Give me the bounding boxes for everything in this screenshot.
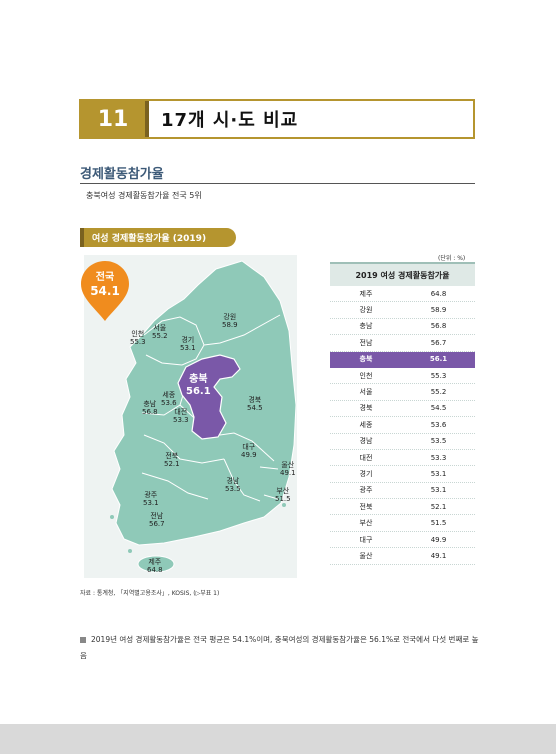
label-gwangju: 광주 53.1	[143, 491, 159, 507]
table-title: 2019 여성 경제활동참가율	[330, 262, 475, 286]
source-note: 자료 : 통계청, 「지역별고용조사」, KOSIS, (▷부표 1)	[80, 590, 220, 597]
table-cell-region: 충북	[359, 355, 373, 364]
chapter-number: 11	[81, 101, 145, 137]
table-row: 인천 55.3	[330, 368, 475, 385]
table-cell-value: 53.1	[430, 469, 447, 478]
label-daegu: 대구 49.9	[241, 443, 257, 459]
label-gyeongbuk: 경북 54.5	[247, 396, 263, 412]
table-cell-value: 49.9	[430, 535, 447, 544]
table-cell-value: 53.5	[430, 437, 447, 446]
bullet-text: 2019년 여성 경제활동참가율은 전국 평균은 54.1%이며, 충북여성의 …	[80, 635, 479, 660]
table-cell-region: 경남	[359, 437, 373, 446]
jeju-shape	[137, 555, 175, 573]
table-cell-region: 경북	[359, 404, 373, 413]
table-cell-region: 대전	[359, 453, 373, 462]
bullet-square-icon	[80, 637, 86, 643]
label-gyeonggi: 경기 53.1	[180, 336, 196, 352]
table-cell-value: 53.3	[430, 453, 447, 462]
table-cell-value: 64.8	[430, 289, 447, 298]
table-row: 서울 55.2	[330, 384, 475, 401]
label-chungnam: 충남 56.8	[142, 400, 158, 416]
label-gyeongnam: 경남 53.5	[225, 477, 241, 493]
label-gangwon: 강원 58.9	[222, 313, 238, 329]
table-row: 대구 49.9	[330, 532, 475, 549]
label-seoul: 서울 55.2	[152, 324, 168, 340]
label-jeju: 제주 64.8	[147, 558, 163, 574]
korea-map	[110, 260, 297, 573]
table-unit: (단위 : %)	[438, 255, 466, 262]
national-badge	[81, 261, 129, 321]
label-busan: 부산 51.5	[275, 487, 291, 503]
table-cell-value: 55.2	[430, 388, 447, 397]
table-row: 충북 56.1	[330, 351, 475, 368]
table-row: 제주 64.8	[330, 286, 475, 303]
table-cell-region: 제주	[359, 289, 373, 298]
document-page: 11 17개 시·도 비교 경제활동참가율 충북여성 경제활동참가율 전국 5위…	[79, 99, 480, 664]
table-row: 강원 58.9	[330, 302, 475, 319]
label-sejong: 세종 53.6	[161, 391, 177, 407]
table-cell-value: 56.1	[429, 355, 448, 364]
table-cell-region: 대구	[359, 535, 373, 544]
label-incheon: 인천 55.3	[130, 330, 146, 346]
national-value: 54.1	[90, 284, 120, 298]
table-cell-value: 58.9	[430, 306, 447, 315]
label-daejeon: 대전 53.3	[173, 408, 189, 424]
table-cell-region: 세종	[359, 420, 373, 429]
table-cell-region: 전남	[359, 338, 373, 347]
table-row: 충남 56.8	[330, 319, 475, 336]
table-row: 경기 53.1	[330, 466, 475, 483]
table-row: 경남 53.5	[330, 434, 475, 450]
label-jeonbuk: 전북 52.1	[164, 452, 180, 468]
national-label: 전국	[95, 272, 115, 283]
island-1	[128, 549, 132, 553]
table-cell-region: 전북	[359, 502, 373, 511]
section-subtitle: 충북여성 경제활동참가율 전국 5위	[86, 191, 202, 200]
table-cell-region: 부산	[359, 519, 373, 528]
table-cell-region: 강원	[359, 306, 373, 315]
chapter-title: 17개 시·도 비교	[161, 110, 299, 131]
figure-label: 여성 경제활동참가율 (2019)	[80, 228, 236, 247]
table-cell-region: 인천	[359, 371, 373, 380]
island-3	[282, 503, 286, 507]
table-row: 부산 51.5	[330, 515, 475, 532]
label-chungbuk: 충북 56.1	[186, 374, 211, 397]
ranking-table: 2019 여성 경제활동참가율 제주 64.8 강원 58.9 충남 56.8 전남 56.7…	[330, 262, 475, 565]
table-row: 세종 53.6	[330, 417, 475, 434]
table-cell-region: 광주	[359, 486, 373, 495]
island-2	[110, 515, 114, 519]
table-body: 제주 64.8 강원 58.9 충남 56.8 전남 56.7 충북 56.1 인천 55.3 서울 55…	[330, 286, 475, 565]
label-ulsan: 울산 49.1	[280, 461, 296, 477]
footer-band	[0, 724, 556, 754]
table-cell-value: 53.1	[430, 486, 447, 495]
table-row: 대전 53.3	[330, 450, 475, 467]
table-row: 전북 52.1	[330, 499, 475, 516]
label-jeonnam: 전남 56.7	[149, 512, 165, 528]
table-cell-value: 56.8	[430, 322, 447, 331]
table-row: 광주 53.1	[330, 483, 475, 500]
chapter-header: 11 17개 시·도 비교	[79, 99, 475, 139]
table-cell-value: 49.1	[430, 551, 447, 560]
table-row: 경북 54.5	[330, 401, 475, 418]
table-row: 울산 49.1	[330, 548, 475, 565]
national-badge-text: 전국 54.1	[80, 268, 130, 298]
table-row: 전남 56.7	[330, 335, 475, 352]
header-divider	[145, 101, 149, 137]
table-cell-value: 56.7	[430, 338, 447, 347]
table-cell-value: 51.5	[430, 519, 447, 528]
region-borders	[141, 314, 281, 502]
section-rule	[80, 183, 475, 184]
table-cell-region: 충남	[359, 322, 373, 331]
table-cell-value: 52.1	[430, 502, 447, 511]
table-cell-region: 울산	[359, 551, 373, 560]
table-cell-region: 경기	[359, 469, 373, 478]
figure-label-mark	[80, 228, 84, 247]
table-cell-value: 55.3	[430, 371, 447, 380]
table-cell-value: 54.5	[430, 404, 447, 413]
section-title: 경제활동참가율	[80, 167, 164, 182]
bullet-note: 2019년 여성 경제활동참가율은 전국 평균은 54.1%이며, 충북여성의 …	[80, 632, 480, 664]
table-cell-value: 53.6	[430, 420, 447, 429]
table-cell-region: 서울	[359, 388, 373, 397]
chungbuk-region	[177, 354, 241, 440]
